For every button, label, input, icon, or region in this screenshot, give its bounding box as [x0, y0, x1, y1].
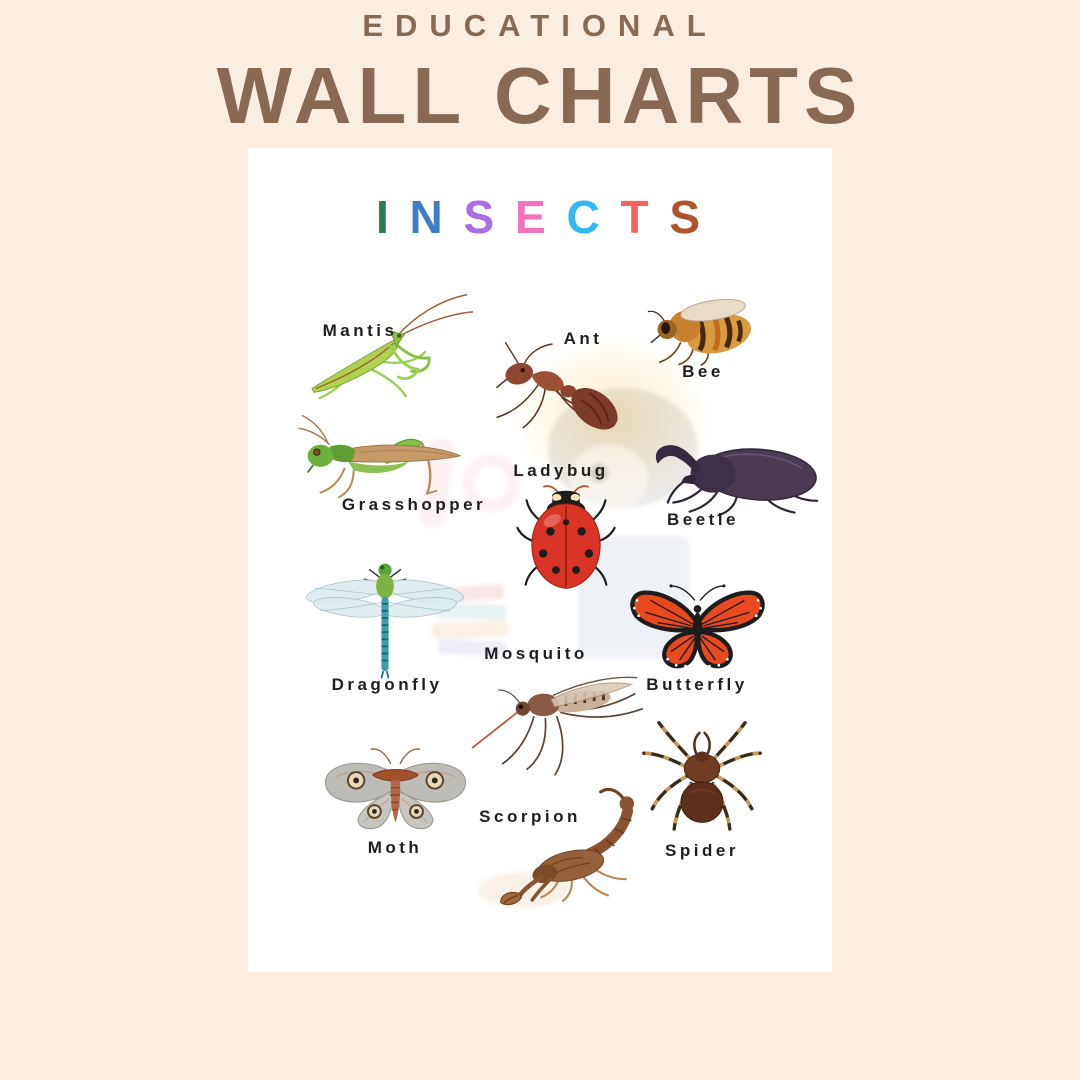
- title-letter: S: [463, 191, 499, 243]
- ant-label: Ant: [563, 329, 603, 348]
- moth-label: Moth: [367, 838, 423, 857]
- butterfly-label: Butterfly: [646, 675, 748, 694]
- insect-item-mosquito: [465, 658, 650, 780]
- title-letter: C: [566, 191, 604, 243]
- insect-item-beetle: [638, 432, 828, 518]
- insects-poster: I N S E C T S: [248, 148, 832, 972]
- poster-title-insects: I N S E C T S: [248, 190, 832, 244]
- insect-item-grasshopper: [293, 408, 475, 500]
- title-letter: S: [669, 191, 705, 243]
- insect-item-spider: [632, 716, 772, 851]
- dragonfly-illustration: [306, 563, 464, 679]
- ladybug-illustration: [516, 485, 616, 589]
- spider-label: Spider: [665, 841, 739, 860]
- bee-illustration: [647, 298, 751, 366]
- beetle-illustration: [655, 445, 819, 517]
- mosquito-label: Mosquito: [484, 644, 588, 663]
- title-letter: E: [514, 191, 550, 243]
- grasshopper-label: Grasshopper: [341, 495, 487, 514]
- insect-item-bee: [636, 290, 762, 366]
- beetle-label: Beetle: [666, 510, 740, 529]
- moth-illustration: [324, 748, 466, 830]
- insect-item-ant: [488, 330, 638, 435]
- butterfly-illustration: [630, 584, 765, 669]
- insect-item-butterfly: [615, 580, 780, 678]
- title-letter: N: [409, 191, 447, 243]
- insect-item-ladybug: [514, 482, 618, 592]
- scorpion-illustration: [500, 787, 634, 906]
- insect-item-dragonfly: [297, 556, 473, 680]
- insect-item-scorpion: [487, 782, 655, 908]
- insect-item-moth: [315, 742, 475, 838]
- dragonfly-label: Dragonfly: [331, 675, 443, 694]
- mantis-illustration: [311, 293, 474, 400]
- scorpion-label: Scorpion: [479, 807, 581, 826]
- ant-illustration: [495, 341, 618, 430]
- mantis-label: Mantis: [322, 321, 398, 340]
- page-title: WALL CHARTS: [216, 51, 864, 140]
- bee-label: Bee: [682, 362, 724, 381]
- mosquito-illustration: [471, 676, 644, 776]
- insect-item-mantis: [305, 285, 480, 400]
- spider-illustration: [642, 721, 762, 831]
- title-letter: T: [620, 191, 653, 243]
- title-letter: I: [375, 191, 393, 243]
- grasshopper-illustration: [298, 414, 462, 499]
- ladybug-label: Ladybug: [513, 461, 609, 480]
- header-kicker: EDUCATIONAL: [362, 8, 718, 43]
